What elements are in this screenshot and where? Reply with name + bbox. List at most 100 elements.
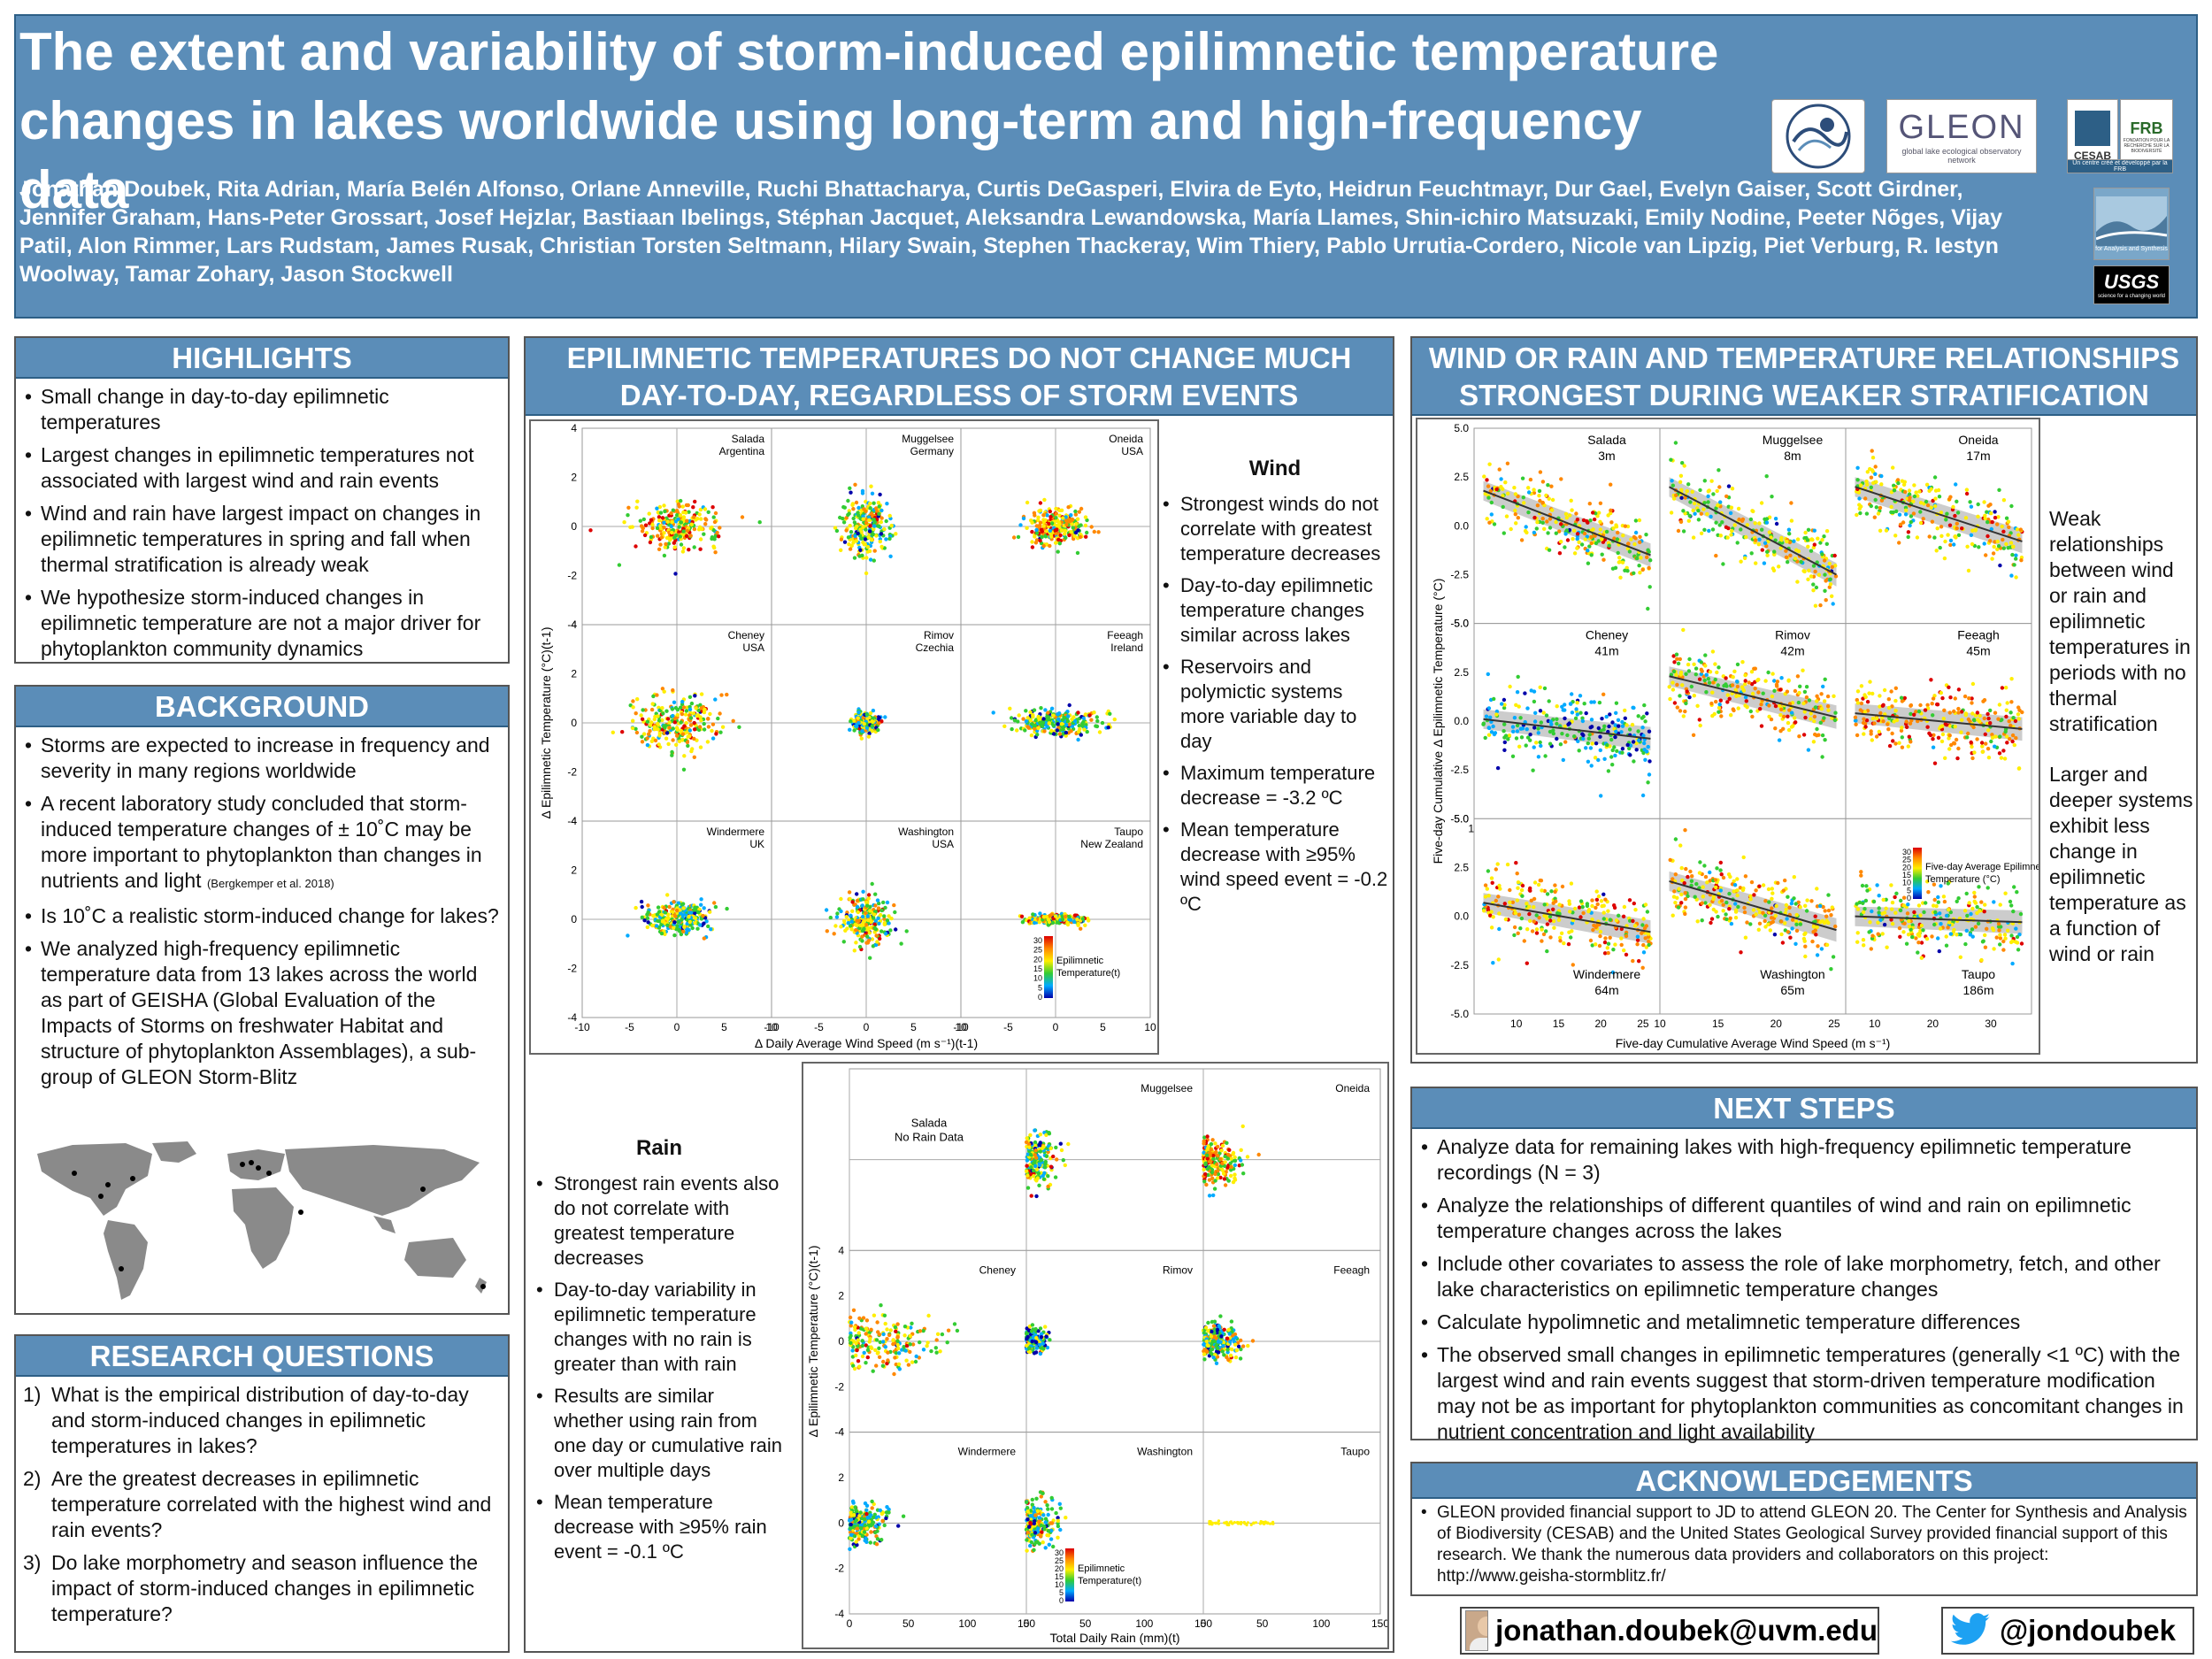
data-point [650, 526, 655, 531]
data-point [1054, 516, 1058, 520]
data-point [1038, 1342, 1042, 1347]
data-point [1647, 585, 1652, 589]
data-point [1915, 535, 1920, 540]
data-point [861, 517, 865, 521]
data-point [620, 730, 625, 734]
data-point [1028, 710, 1033, 715]
data-point [1050, 521, 1055, 526]
data-point [1864, 511, 1870, 516]
data-point [1728, 511, 1733, 516]
data-point [1051, 723, 1056, 728]
data-point [1041, 720, 1046, 725]
data-point [864, 1508, 869, 1512]
data-point [1865, 470, 1870, 474]
data-point [869, 484, 873, 488]
data-point [699, 902, 703, 907]
data-point [1051, 1154, 1056, 1159]
data-point [841, 504, 846, 510]
data-point [1772, 549, 1777, 554]
data-point [864, 1332, 868, 1336]
data-point [1482, 474, 1486, 479]
data-point [1030, 1532, 1034, 1537]
data-point [1916, 494, 1920, 498]
data-point [692, 526, 697, 532]
data-point [1682, 464, 1686, 468]
data-point [848, 896, 852, 902]
data-point [1223, 1521, 1226, 1525]
data-point [710, 722, 716, 726]
data-point [1246, 1521, 1249, 1525]
data-point [1056, 1535, 1060, 1540]
data-point [1040, 534, 1044, 540]
panel-lake-name: Cheney [979, 1263, 1016, 1276]
data-point [1025, 526, 1029, 530]
data-point [1912, 483, 1916, 488]
data-point [1514, 736, 1519, 741]
data-point [864, 903, 870, 908]
data-point [1855, 478, 1860, 482]
data-point [1833, 574, 1839, 579]
data-point [674, 908, 680, 913]
data-point [1020, 920, 1025, 925]
data-point [1792, 539, 1796, 543]
data-point [1215, 1327, 1220, 1333]
data-point [665, 717, 671, 721]
data-point [1753, 521, 1757, 526]
data-point [677, 525, 681, 529]
data-point [617, 563, 622, 567]
data-point [693, 916, 698, 920]
data-point [1827, 561, 1832, 566]
data-point [1035, 733, 1040, 737]
data-point [1809, 549, 1814, 553]
panel-country: USA [742, 641, 764, 654]
data-point [1939, 511, 1944, 515]
data-point [1614, 710, 1618, 715]
data-point [1212, 1187, 1217, 1191]
data-point [1714, 520, 1718, 525]
data-point [887, 536, 892, 541]
data-point [848, 1547, 852, 1551]
data-point [1035, 1176, 1040, 1180]
data-point [1054, 914, 1058, 918]
data-point [1056, 549, 1060, 554]
data-point [884, 537, 888, 541]
data-point [1043, 1325, 1048, 1329]
data-point [1678, 473, 1684, 478]
data-point [878, 1508, 882, 1513]
data-point [1929, 505, 1933, 510]
data-point [1944, 518, 1948, 522]
data-point [1211, 1193, 1216, 1198]
data-point [1969, 533, 1974, 537]
data-point [873, 1530, 878, 1535]
data-point [1057, 541, 1062, 546]
data-point [1620, 719, 1624, 725]
data-point [887, 1333, 892, 1338]
data-point [2004, 516, 2009, 520]
data-point [1976, 514, 1980, 518]
data-point [1226, 1327, 1231, 1333]
data-point [1059, 722, 1064, 726]
data-point [643, 523, 649, 527]
y-axis-title: Δ Epilimnetic Temperature (°C)(t-1) [806, 1246, 820, 1438]
data-point [671, 687, 675, 693]
background-item: A recent laboratory study concluded that… [19, 791, 501, 896]
data-point [1906, 530, 1911, 534]
y-tick-label: -2 [567, 766, 577, 779]
data-point [678, 534, 682, 539]
data-point [1773, 517, 1778, 521]
data-point [1065, 718, 1071, 724]
data-point [1034, 1194, 1039, 1199]
data-point [1211, 1356, 1216, 1360]
data-point [716, 716, 720, 721]
highlight-item: We hypothesize storm-induced changes in … [19, 585, 501, 662]
wind-item: Reservoirs and polymictic systems more v… [1161, 655, 1389, 754]
data-point [1491, 724, 1495, 729]
data-point [934, 1338, 939, 1342]
y-tick-label: -2 [834, 1380, 844, 1393]
data-point [1535, 503, 1540, 508]
data-point [1064, 535, 1068, 540]
data-point [1233, 1176, 1237, 1180]
data-point [1085, 518, 1089, 523]
data-point [1615, 749, 1619, 753]
